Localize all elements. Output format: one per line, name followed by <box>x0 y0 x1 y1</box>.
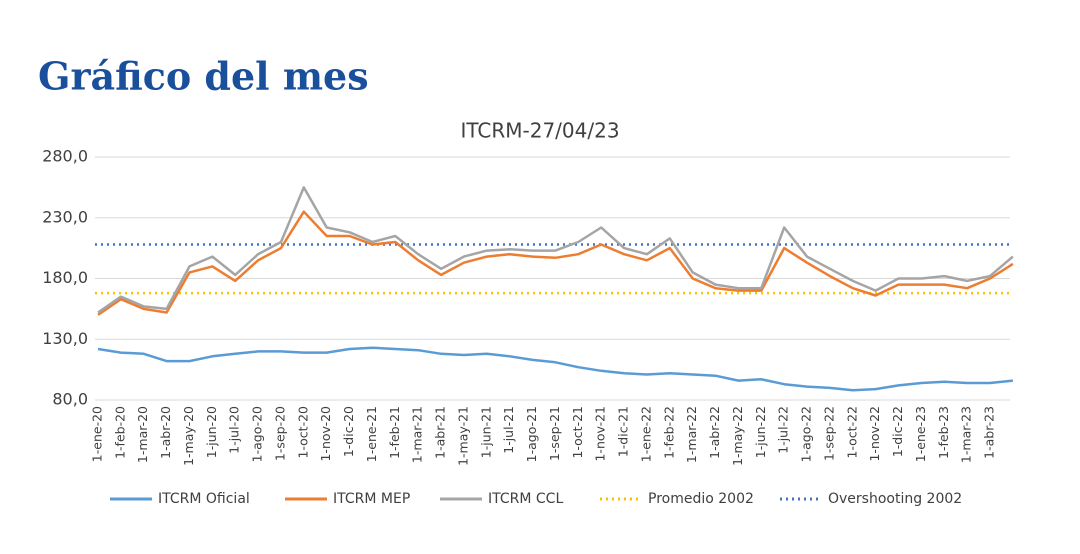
x-tick-label: 1-dic-22 <box>890 406 905 457</box>
x-tick-label: 1-may-22 <box>730 406 745 466</box>
x-tick-label: 1-ene-21 <box>364 406 379 462</box>
series-line <box>97 186 1014 314</box>
x-tick-label: 1-dic-20 <box>341 406 356 457</box>
legend-label: ITCRM CCL <box>488 491 563 507</box>
x-tick-label: 1-ago-20 <box>250 406 265 462</box>
x-tick-label: 1-nov-20 <box>318 406 333 462</box>
x-tick-label: 1-mar-21 <box>410 406 425 463</box>
x-tick-label: 1-ene-23 <box>913 406 928 462</box>
x-tick-label: 1-nov-21 <box>593 406 608 462</box>
x-tick-label: 1-jun-20 <box>204 406 219 458</box>
x-tick-label: 1-abr-23 <box>982 406 997 459</box>
x-tick-label: 1-oct-22 <box>844 406 859 459</box>
legend-label: Overshooting 2002 <box>828 491 962 507</box>
x-tick-label: 1-jul-22 <box>776 406 791 454</box>
series-line <box>97 210 1014 316</box>
legend-label: ITCRM Oficial <box>158 491 250 507</box>
page-title: Gráfico del mes <box>38 54 369 99</box>
legend-label: Promedio 2002 <box>648 491 754 507</box>
x-tick-label: 1-feb-21 <box>387 406 402 459</box>
y-tick-label: 230,0 <box>42 207 88 226</box>
x-tick-label: 1-abr-21 <box>433 406 448 459</box>
y-tick-label: 130,0 <box>42 329 88 348</box>
x-tick-label: 1-sep-22 <box>821 406 836 461</box>
x-tick-label: 1-mar-20 <box>135 406 150 463</box>
x-tick-label: 1-jul-21 <box>501 406 516 454</box>
chart-title: ITCRM-27/04/23 <box>460 119 619 143</box>
x-tick-label: 1-oct-21 <box>570 406 585 459</box>
x-tick-label: 1-sep-21 <box>547 406 562 461</box>
y-tick-label: 80,0 <box>52 390 88 409</box>
x-tick-label: 1-mar-23 <box>959 406 974 463</box>
x-tick-label: 1-mar-22 <box>684 406 699 463</box>
x-tick-label: 1-jul-20 <box>227 406 242 454</box>
x-tick-label: 1-jun-22 <box>753 406 768 458</box>
x-tick-label: 1-jun-21 <box>478 406 493 458</box>
x-tick-label: 1-oct-20 <box>295 406 310 459</box>
y-tick-label: 180,0 <box>42 268 88 287</box>
y-tick-label: 280,0 <box>42 147 88 166</box>
x-tick-label: 1-abr-20 <box>158 406 173 459</box>
x-tick-label: 1-ago-21 <box>524 406 539 462</box>
x-tick-label: 1-may-21 <box>455 406 470 466</box>
x-tick-label: 1-may-20 <box>181 406 196 466</box>
x-tick-label: 1-feb-22 <box>661 406 676 459</box>
legend-label: ITCRM MEP <box>333 491 410 507</box>
x-tick-label: 1-ene-20 <box>90 406 105 462</box>
x-tick-label: 1-ago-22 <box>799 406 814 462</box>
x-tick-label: 1-sep-20 <box>272 406 287 461</box>
x-tick-label: 1-feb-23 <box>936 406 951 459</box>
series-line <box>97 346 1014 392</box>
x-tick-label: 1-abr-22 <box>707 406 722 459</box>
x-tick-label: 1-dic-21 <box>616 406 631 457</box>
x-tick-label: 1-ene-22 <box>638 406 653 462</box>
x-tick-label: 1-feb-20 <box>112 406 127 459</box>
x-tick-label: 1-nov-22 <box>867 406 882 462</box>
